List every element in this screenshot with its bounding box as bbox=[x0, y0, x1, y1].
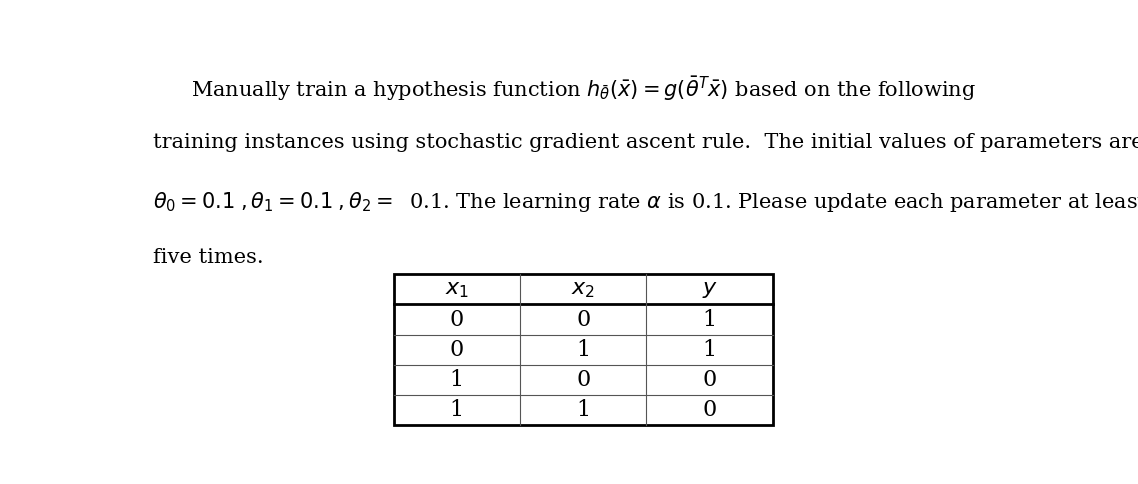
Text: 1: 1 bbox=[576, 399, 591, 421]
Text: 1: 1 bbox=[576, 339, 591, 361]
Text: Manually train a hypothesis function $h_{\bar{\theta}}(\bar{x}) = g(\bar{\theta}: Manually train a hypothesis function $h_… bbox=[191, 75, 975, 104]
Text: 1: 1 bbox=[702, 339, 717, 361]
Text: 1: 1 bbox=[702, 308, 717, 331]
Text: $y$: $y$ bbox=[702, 278, 718, 301]
Bar bbox=[394, 274, 773, 425]
Text: 1: 1 bbox=[450, 399, 464, 421]
Text: 0: 0 bbox=[576, 308, 591, 331]
Text: $x_2$: $x_2$ bbox=[571, 278, 595, 301]
Text: 0: 0 bbox=[450, 308, 464, 331]
Text: training instances using stochastic gradient ascent rule.  The initial values of: training instances using stochastic grad… bbox=[152, 133, 1138, 151]
Text: five times.: five times. bbox=[152, 248, 264, 267]
Text: 0: 0 bbox=[702, 399, 717, 421]
Text: $\theta_0 = 0.1\;,\theta_1 = 0.1\;,\theta_2 = \;$ 0.1. The learning rate $\alpha: $\theta_0 = 0.1\;,\theta_1 = 0.1\;,\thet… bbox=[152, 190, 1138, 214]
Text: $x_1$: $x_1$ bbox=[445, 278, 469, 301]
Text: 0: 0 bbox=[576, 369, 591, 391]
Text: 0: 0 bbox=[450, 339, 464, 361]
Text: 0: 0 bbox=[702, 369, 717, 391]
Text: 1: 1 bbox=[450, 369, 464, 391]
